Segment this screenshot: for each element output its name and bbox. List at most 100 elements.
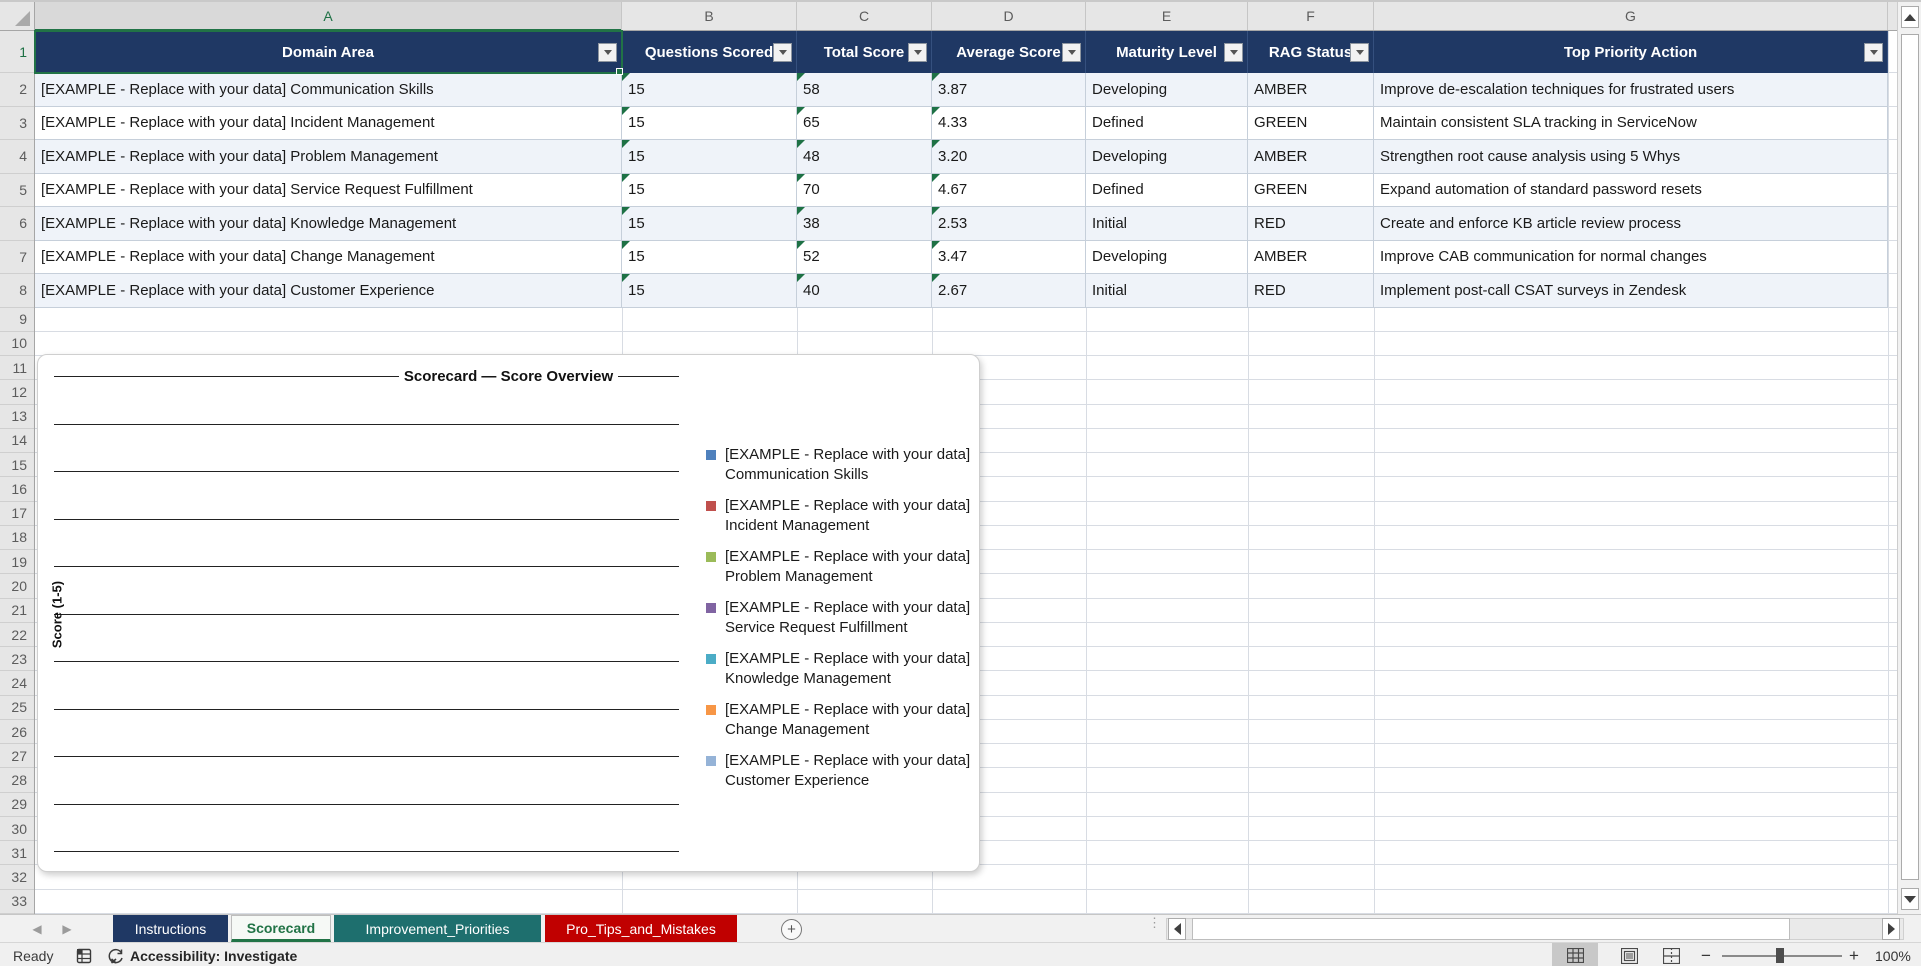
cell-A5[interactable]: [EXAMPLE - Replace with your data] Servi…	[35, 174, 622, 208]
vertical-scrollbar-thumb[interactable]	[1901, 34, 1919, 880]
filter-button-average[interactable]	[1062, 43, 1081, 62]
add-sheet-button[interactable]: +	[781, 919, 802, 940]
row-header-6[interactable]: 6	[0, 207, 34, 241]
column-header-e[interactable]: E	[1086, 2, 1248, 30]
sheet-tab-scorecard[interactable]: Scorecard	[231, 915, 331, 942]
cell-B3[interactable]: 15	[622, 107, 797, 141]
cell-G2[interactable]: Improve de-escalation techniques for fru…	[1374, 73, 1888, 107]
cell-G8[interactable]: Implement post-call CSAT surveys in Zend…	[1374, 274, 1888, 308]
row-header-19[interactable]: 19	[0, 550, 34, 574]
row-header-27[interactable]: 27	[0, 744, 34, 768]
cell-D3[interactable]: 4.33	[932, 107, 1086, 141]
zoom-out-button[interactable]: −	[1701, 943, 1711, 966]
row-header-32[interactable]: 32	[0, 865, 34, 889]
cell-E8[interactable]: Initial	[1086, 274, 1248, 308]
zoom-in-button[interactable]: +	[1849, 943, 1859, 966]
cell-E6[interactable]: Initial	[1086, 207, 1248, 241]
row-header-10[interactable]: 10	[0, 332, 34, 356]
cell-B6[interactable]: 15	[622, 207, 797, 241]
cell-F4[interactable]: AMBER	[1248, 140, 1374, 174]
cell-C7[interactable]: 52	[797, 241, 932, 275]
cell-B5[interactable]: 15	[622, 174, 797, 208]
view-page-break-button[interactable]	[1648, 943, 1694, 966]
row-header-12[interactable]: 12	[0, 380, 34, 404]
filter-button-action[interactable]	[1864, 43, 1883, 62]
view-normal-button[interactable]	[1552, 943, 1598, 966]
row-header-11[interactable]: 11	[0, 356, 34, 380]
row-header-22[interactable]: 22	[0, 623, 34, 647]
row-header-4[interactable]: 4	[0, 140, 34, 174]
row-header-23[interactable]: 23	[0, 647, 34, 671]
cell-C2[interactable]: 58	[797, 73, 932, 107]
row-header-8[interactable]: 8	[0, 274, 34, 308]
scroll-right-button[interactable]	[1882, 918, 1900, 940]
cell-B7[interactable]: 15	[622, 241, 797, 275]
filter-button-maturity[interactable]	[1224, 43, 1243, 62]
cell-F3[interactable]: GREEN	[1248, 107, 1374, 141]
row-header-24[interactable]: 24	[0, 671, 34, 695]
row-header-5[interactable]: 5	[0, 174, 34, 208]
filter-button-domain[interactable]	[598, 43, 617, 62]
filter-button-rag[interactable]	[1350, 43, 1369, 62]
cell-B4[interactable]: 15	[622, 140, 797, 174]
cell-A6[interactable]: [EXAMPLE - Replace with your data] Knowl…	[35, 207, 622, 241]
horizontal-scrollbar-thumb[interactable]	[1192, 918, 1790, 940]
column-header-a[interactable]: A	[35, 2, 622, 30]
cell-B2[interactable]: 15	[622, 73, 797, 107]
accessibility-icon[interactable]	[106, 947, 125, 966]
cell-E7[interactable]: Developing	[1086, 241, 1248, 275]
macro-record-icon[interactable]	[76, 948, 92, 964]
row-header-20[interactable]: 20	[0, 574, 34, 598]
scroll-up-button[interactable]	[1901, 6, 1919, 28]
cell-G7[interactable]: Improve CAB communication for normal cha…	[1374, 241, 1888, 275]
row-header-26[interactable]: 26	[0, 720, 34, 744]
row-header-1[interactable]: 1	[0, 31, 34, 73]
cell-G4[interactable]: Strengthen root cause analysis using 5 W…	[1374, 140, 1888, 174]
row-header-18[interactable]: 18	[0, 526, 34, 550]
cell-F2[interactable]: AMBER	[1248, 73, 1374, 107]
row-header-13[interactable]: 13	[0, 405, 34, 429]
cell-A3[interactable]: [EXAMPLE - Replace with your data] Incid…	[35, 107, 622, 141]
fill-handle[interactable]	[616, 68, 623, 75]
cell-G6[interactable]: Create and enforce KB article review pro…	[1374, 207, 1888, 241]
row-header-3[interactable]: 3	[0, 107, 34, 141]
tab-scroll-right-button[interactable]: ▶	[56, 918, 78, 940]
row-header-30[interactable]: 30	[0, 817, 34, 841]
cell-E3[interactable]: Defined	[1086, 107, 1248, 141]
cell-C8[interactable]: 40	[797, 274, 932, 308]
row-header-7[interactable]: 7	[0, 241, 34, 275]
cell-C6[interactable]: 38	[797, 207, 932, 241]
column-header-f[interactable]: F	[1248, 2, 1374, 30]
filter-button-total[interactable]	[908, 43, 927, 62]
zoom-slider-handle[interactable]	[1776, 948, 1784, 963]
row-header-15[interactable]: 15	[0, 453, 34, 477]
sheet-tab-instructions[interactable]: Instructions	[113, 915, 228, 942]
row-header-31[interactable]: 31	[0, 841, 34, 865]
row-header-28[interactable]: 28	[0, 768, 34, 792]
row-header-16[interactable]: 16	[0, 477, 34, 501]
tab-scroll-left-button[interactable]: ◀	[26, 918, 48, 940]
cell-C3[interactable]: 65	[797, 107, 932, 141]
select-all-button[interactable]	[0, 2, 35, 30]
scroll-down-button[interactable]	[1901, 888, 1919, 910]
column-header-c[interactable]: C	[797, 2, 932, 30]
tab-splitter-handle[interactable]: ⋮	[1148, 920, 1156, 938]
sheet-tab-improvement_priorities[interactable]: Improvement_Priorities	[334, 915, 541, 942]
cell-A8[interactable]: [EXAMPLE - Replace with your data] Custo…	[35, 274, 622, 308]
row-header-14[interactable]: 14	[0, 429, 34, 453]
column-header-b[interactable]: B	[622, 2, 797, 30]
row-header-9[interactable]: 9	[0, 308, 34, 332]
cell-E4[interactable]: Developing	[1086, 140, 1248, 174]
zoom-level[interactable]: 100%	[1875, 943, 1911, 966]
cell-D6[interactable]: 2.53	[932, 207, 1086, 241]
cell-B8[interactable]: 15	[622, 274, 797, 308]
row-header-17[interactable]: 17	[0, 502, 34, 526]
cell-E2[interactable]: Developing	[1086, 73, 1248, 107]
cell-G5[interactable]: Expand automation of standard password r…	[1374, 174, 1888, 208]
cell-A2[interactable]: [EXAMPLE - Replace with your data] Commu…	[35, 73, 622, 107]
chart-legend[interactable]: [EXAMPLE - Replace with your data]Commun…	[706, 445, 971, 791]
cell-D2[interactable]: 3.87	[932, 73, 1086, 107]
column-header-g[interactable]: G	[1374, 2, 1888, 30]
cell-F7[interactable]: AMBER	[1248, 241, 1374, 275]
sheet-tab-pro_tips_and_mistakes[interactable]: Pro_Tips_and_Mistakes	[545, 915, 737, 942]
